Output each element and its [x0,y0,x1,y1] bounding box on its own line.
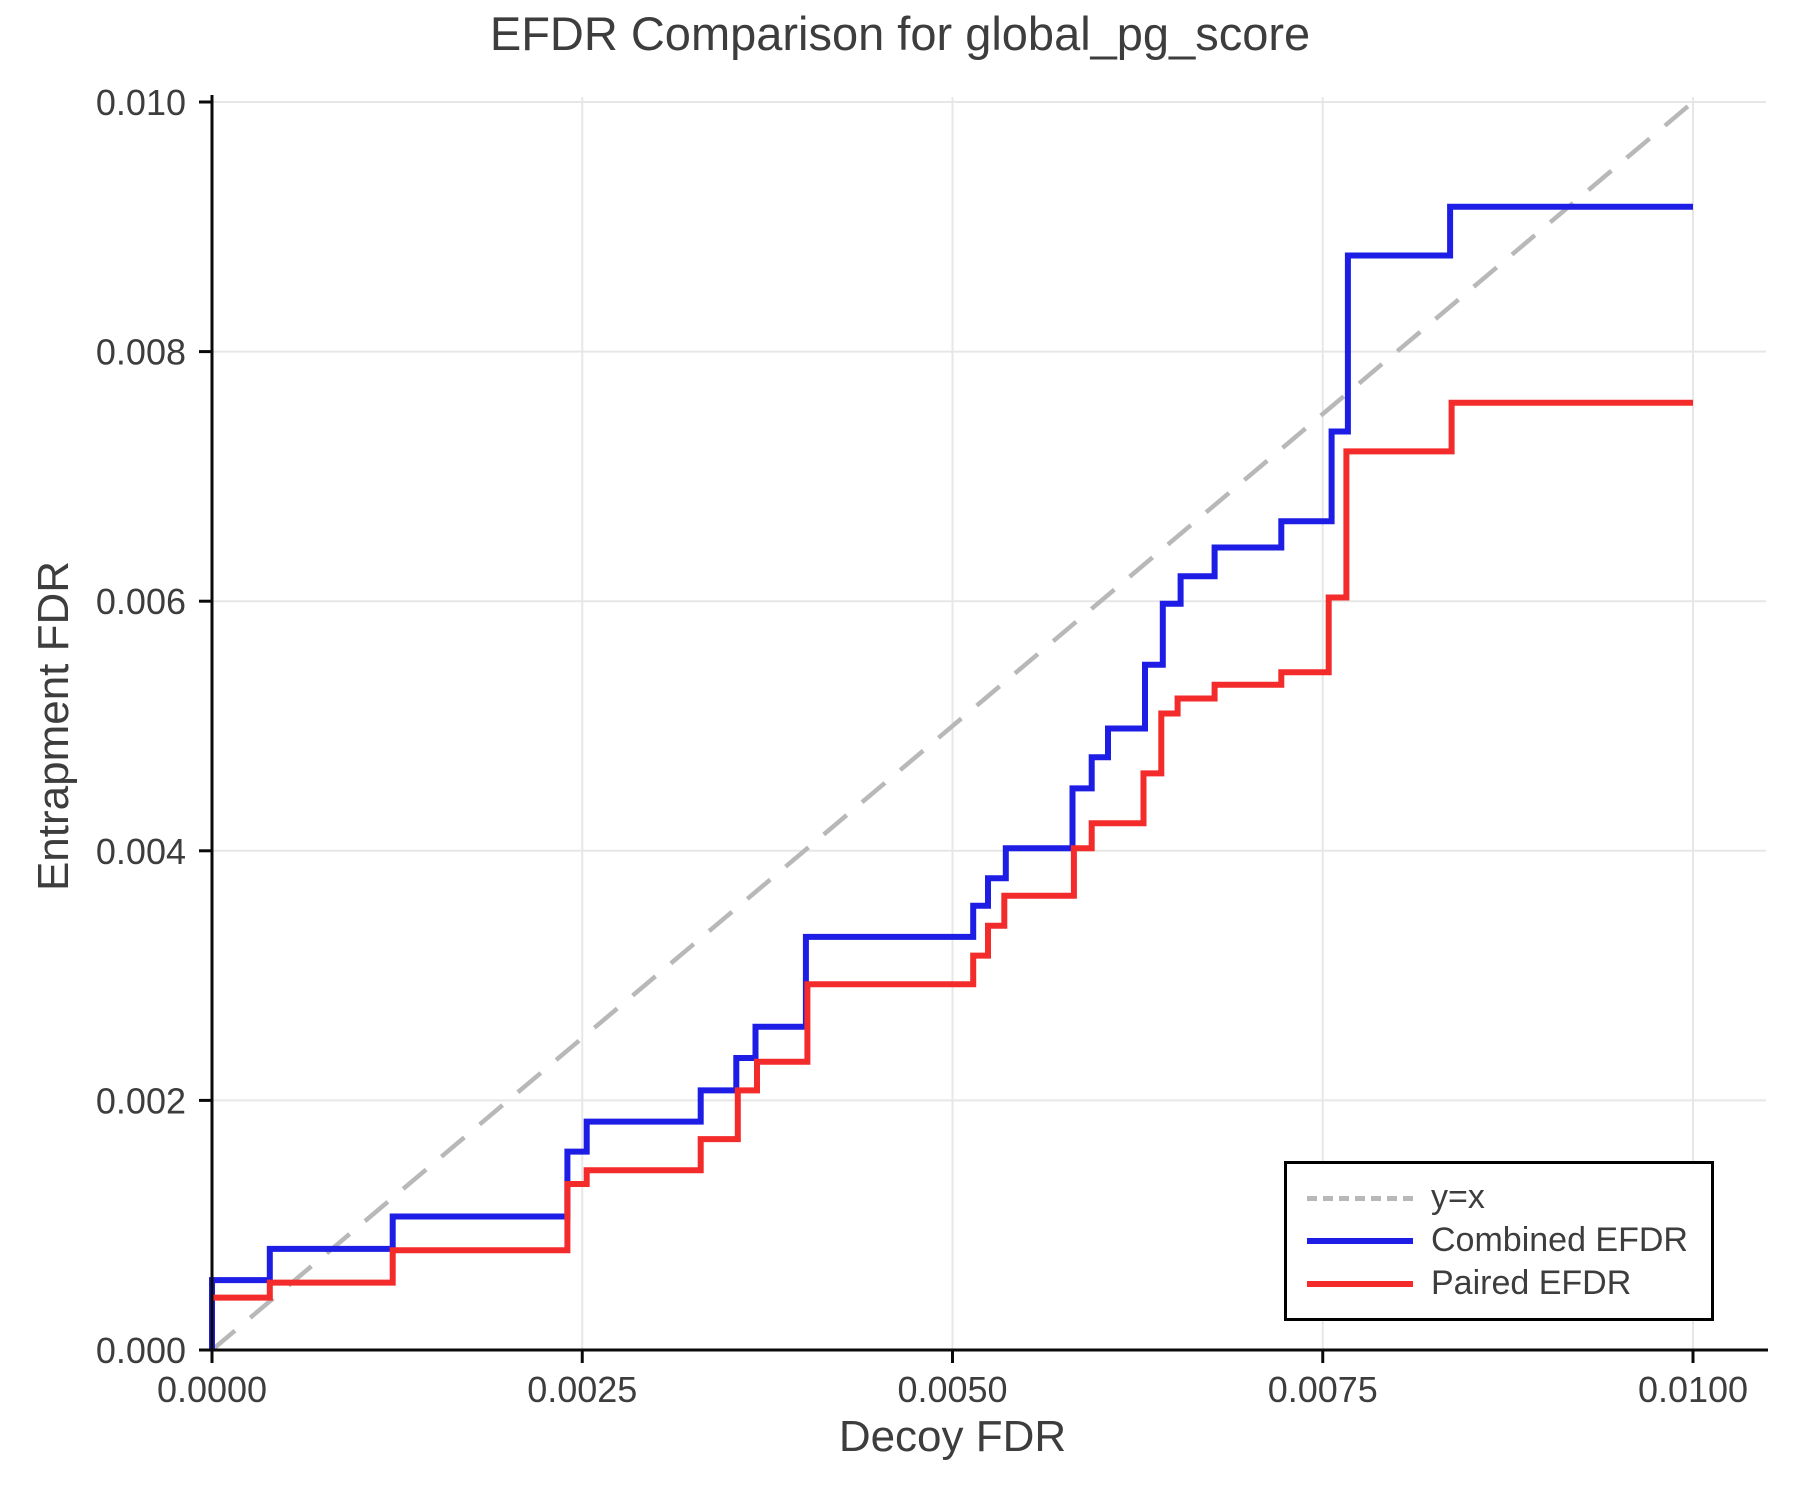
y-tick-label: 0.004 [96,831,186,872]
x-tick-label: 0.0000 [157,1369,267,1410]
paired-efdr-line-sample [1307,1281,1413,1287]
x-tick-label: 0.0075 [1268,1369,1378,1410]
paired-efdr-line [212,399,1693,1301]
x-tick-label: 0.0050 [897,1369,1007,1410]
y-axis-label: Entrapment FDR [29,560,78,892]
x-tick-label: 0.0100 [1638,1369,1748,1410]
legend-label-combined-efdr: Combined EFDR [1431,1221,1688,1260]
chart-title: EFDR Comparison for global_pg_score [489,7,1311,60]
y-tick-label: 0.010 [96,82,186,123]
y-tick-label: 0.008 [96,332,186,373]
yx-line-sample [1307,1195,1413,1201]
legend: y=x Combined EFDR Paired EFDR [1284,1161,1714,1321]
x-tick-label: 0.0025 [527,1369,637,1410]
legend-entry-paired-efdr: Paired EFDR [1307,1264,1693,1304]
combined-efdr-line [209,203,1693,1350]
y-tick-label: 0.006 [96,581,186,622]
legend-label-yx: y=x [1431,1178,1485,1217]
legend-label-paired-efdr: Paired EFDR [1431,1264,1632,1303]
y-tick-label: 0.002 [96,1080,186,1121]
y-tick-label: 0.000 [96,1330,186,1371]
x-axis-label: Decoy FDR [838,1412,1067,1461]
legend-entry-yx: y=x [1307,1178,1693,1218]
legend-entry-combined-efdr: Combined EFDR [1307,1221,1693,1261]
yx-reference-line [210,100,1695,1352]
combined-efdr-line-sample [1307,1238,1413,1244]
